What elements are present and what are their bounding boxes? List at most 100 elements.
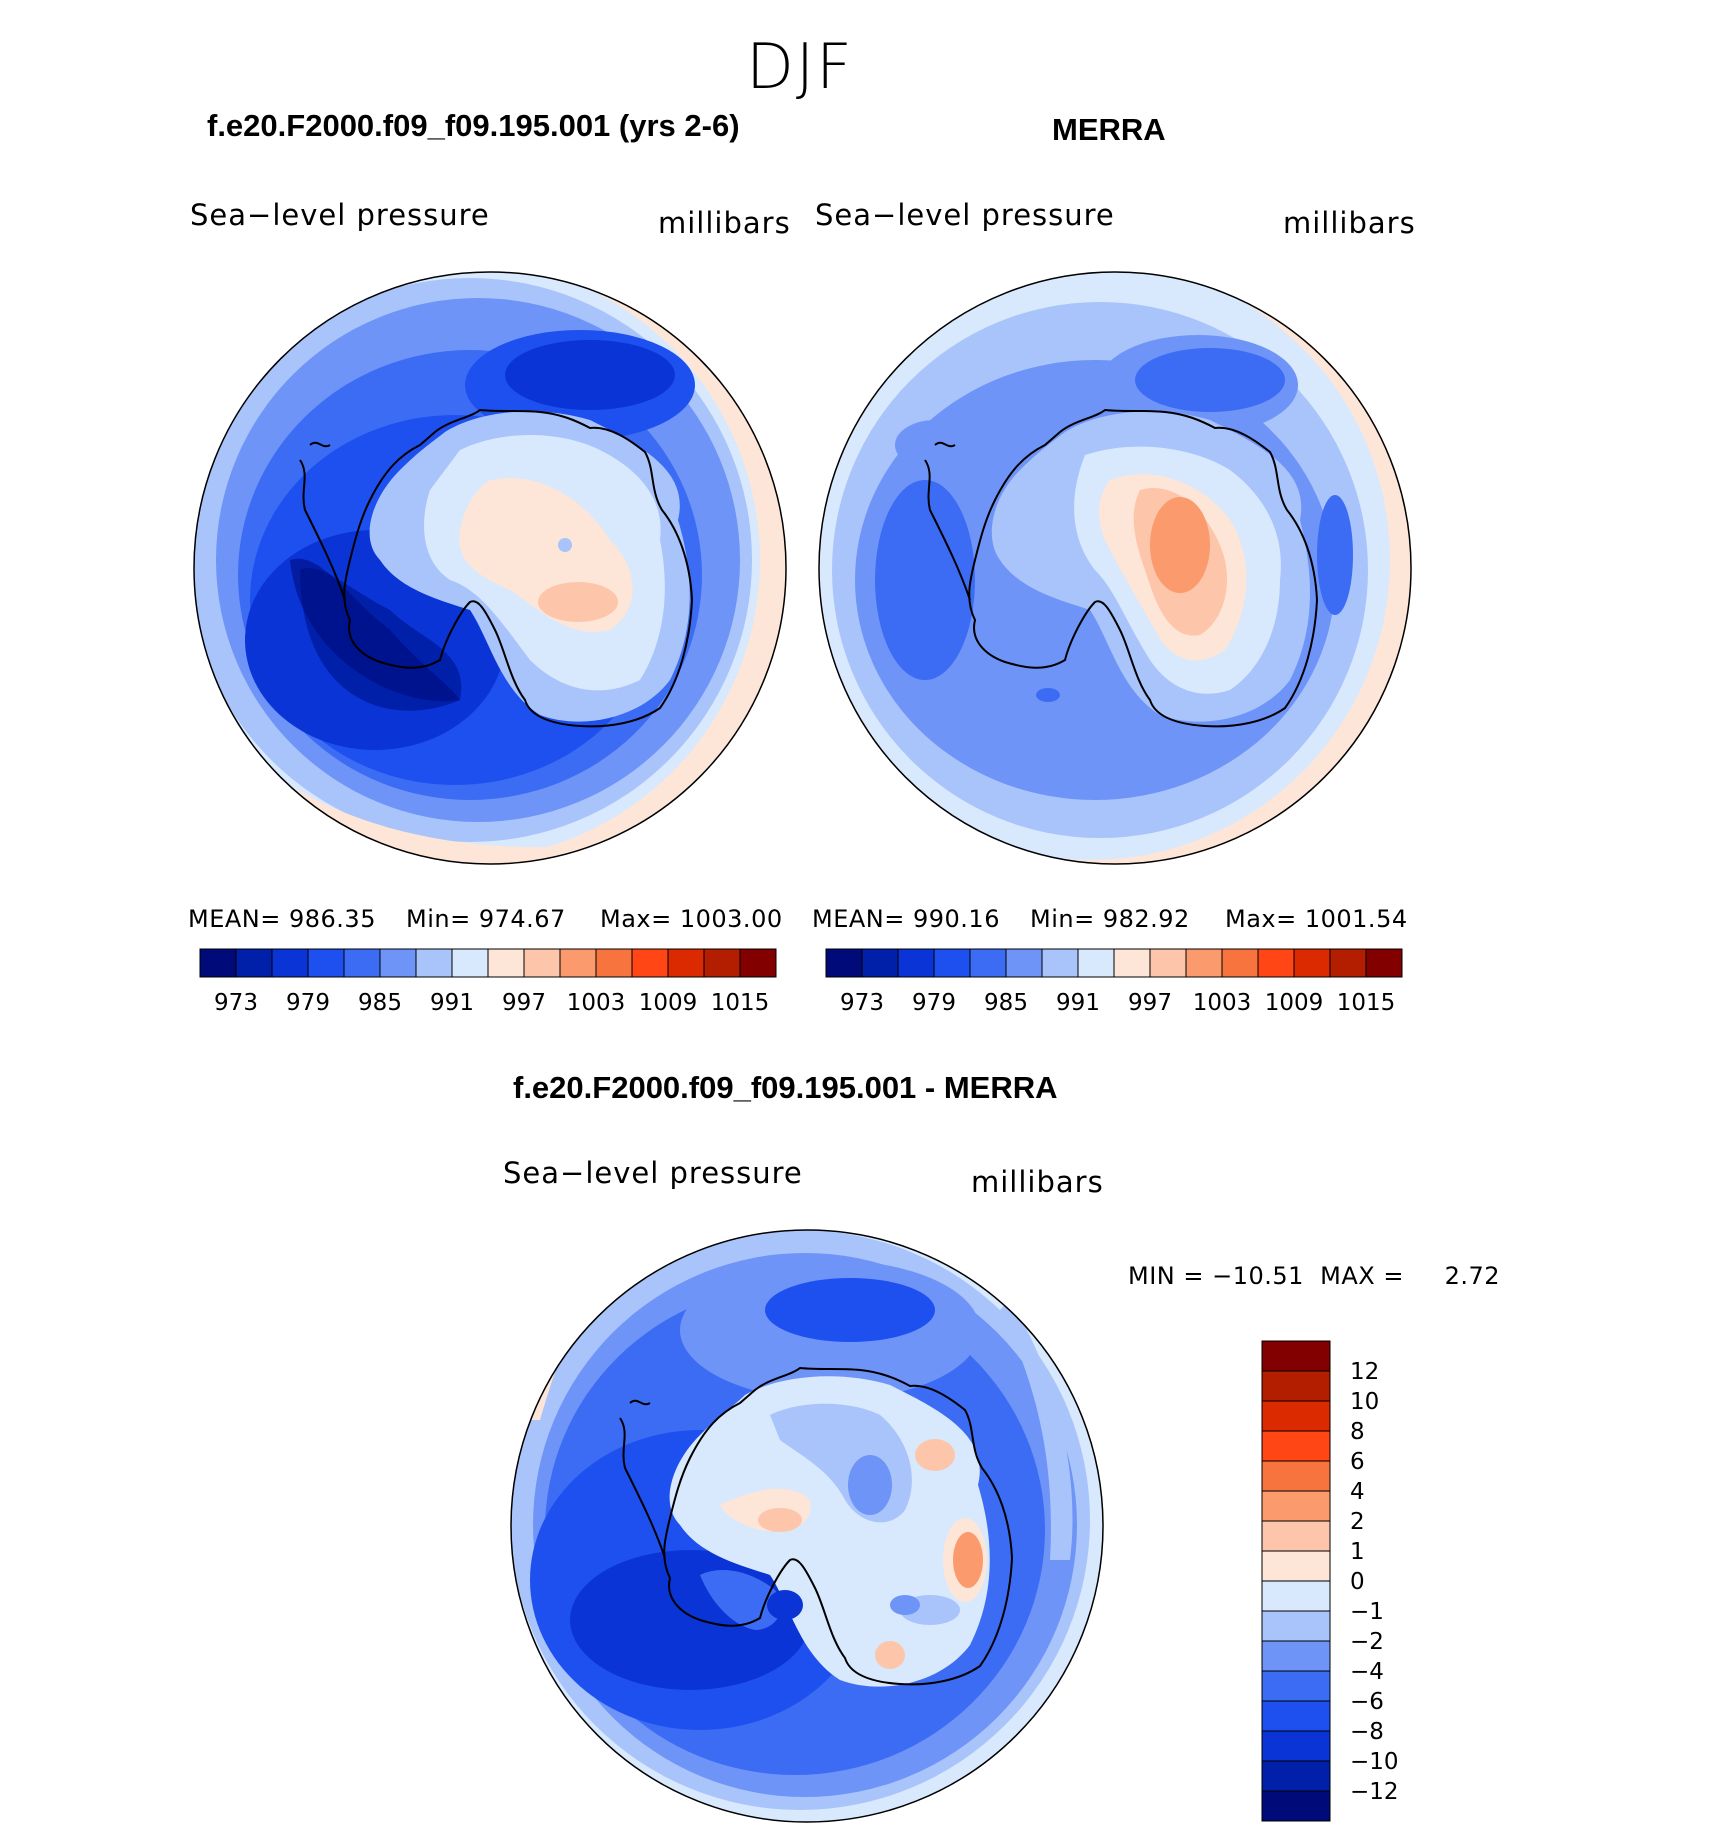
colorbar-swatch xyxy=(1149,948,1187,978)
colorbar-swatch xyxy=(559,948,597,978)
colorbar-model: 973 979 985 991 997 1003 1009 1015 xyxy=(199,948,777,1016)
colorbar-swatch xyxy=(1261,1580,1331,1612)
difference-title: f.e20.F2000.f09_f09.195.001 - MERRA xyxy=(513,1070,1058,1105)
colorbar-swatch xyxy=(415,948,453,978)
colorbar-tick-label: 973 xyxy=(840,990,884,1016)
colorbar-tick-label: 1009 xyxy=(639,990,698,1016)
colorbar-swatch xyxy=(897,948,935,978)
colorbar-tick-label: 991 xyxy=(430,990,474,1016)
panel2-max: Max= 1001.54 xyxy=(1225,905,1408,933)
panel2-title: MERRA xyxy=(1052,112,1166,147)
colorbar-tick-label: 10 xyxy=(1350,1389,1379,1415)
colorbar-swatch xyxy=(933,948,971,978)
colorbar-tick-label: 1 xyxy=(1350,1539,1365,1565)
colorbar-swatch xyxy=(307,948,345,978)
panel1-mean: MEAN= 986.35 xyxy=(188,905,376,933)
panel2-mean: MEAN= 990.16 xyxy=(812,905,1000,933)
colorbar-swatch xyxy=(1257,948,1295,978)
colorbar-swatch xyxy=(1221,948,1259,978)
colorbar-swatch xyxy=(1261,1700,1331,1732)
difference-min-max: MIN = −10.51 MAX = 2.72 xyxy=(1128,1262,1501,1290)
panel1-units-label: millibars xyxy=(658,206,791,240)
colorbar-swatch xyxy=(379,948,417,978)
colorbar-swatch xyxy=(1261,1400,1331,1432)
panel1-min: Min= 974.67 xyxy=(406,905,566,933)
colorbar-tick-label: 973 xyxy=(214,990,258,1016)
colorbar-swatch xyxy=(739,948,777,978)
colorbar-swatch xyxy=(1113,948,1151,978)
colorbar-swatch xyxy=(451,948,489,978)
colorbar-tick-label: 997 xyxy=(502,990,546,1016)
colorbar-tick-label: 2 xyxy=(1350,1509,1365,1535)
colorbar-swatch xyxy=(1261,1760,1331,1792)
difference-units-label: millibars xyxy=(971,1165,1104,1199)
colorbar-swatch xyxy=(1185,948,1223,978)
colorbar-tick-label: 985 xyxy=(984,990,1028,1016)
colorbar-tick-label: 0 xyxy=(1350,1569,1365,1595)
colorbar-swatch xyxy=(1261,1460,1331,1492)
colorbar-swatch xyxy=(1041,948,1079,978)
colorbar-swatch xyxy=(825,948,863,978)
season-title: DJF xyxy=(746,30,854,103)
map-model-slp xyxy=(193,271,787,865)
colorbar-swatch xyxy=(1261,1730,1331,1762)
colorbar-swatch xyxy=(703,948,741,978)
colorbar-swatch xyxy=(1261,1430,1331,1462)
colorbar-swatch xyxy=(487,948,525,978)
colorbar-swatch xyxy=(343,948,381,978)
colorbar-swatch xyxy=(235,948,273,978)
panel2-min: Min= 982.92 xyxy=(1030,905,1190,933)
colorbar-swatch xyxy=(969,948,1007,978)
colorbar-tick-label: −6 xyxy=(1350,1689,1384,1715)
panel2-field-label: Sea−level pressure xyxy=(815,198,1115,232)
map-difference-slp xyxy=(510,1229,1104,1823)
panel2-units-label: millibars xyxy=(1283,206,1416,240)
colorbar-tick-label: 979 xyxy=(912,990,956,1016)
colorbar-swatch xyxy=(1261,1790,1331,1822)
colorbar-tick-label: 1003 xyxy=(1193,990,1252,1016)
colorbar-tick-label: −10 xyxy=(1350,1749,1399,1775)
colorbar-swatch xyxy=(861,948,899,978)
colorbar-swatch xyxy=(595,948,633,978)
colorbar-tick-label: 4 xyxy=(1350,1479,1365,1505)
colorbar-tick-label: −2 xyxy=(1350,1629,1384,1655)
colorbar-swatch xyxy=(1293,948,1331,978)
colorbar-tick-label: −4 xyxy=(1350,1659,1384,1685)
colorbar-tick-label: −1 xyxy=(1350,1599,1384,1625)
colorbar-swatch xyxy=(1261,1670,1331,1702)
colorbar-tick-label: 979 xyxy=(286,990,330,1016)
panel1-field-label: Sea−level pressure xyxy=(190,198,490,232)
colorbar-tick-label: 1009 xyxy=(1265,990,1324,1016)
difference-field-label: Sea−level pressure xyxy=(503,1156,803,1190)
colorbar-swatch xyxy=(631,948,669,978)
colorbar-swatch xyxy=(1261,1640,1331,1672)
colorbar-swatch xyxy=(523,948,561,978)
colorbar-tick-label: 1003 xyxy=(567,990,626,1016)
colorbar-swatch xyxy=(1077,948,1115,978)
colorbar-swatch xyxy=(1261,1550,1331,1582)
colorbar-swatch xyxy=(1261,1370,1331,1402)
colorbar-swatch xyxy=(667,948,705,978)
colorbar-swatch xyxy=(1005,948,1043,978)
colorbar-swatch xyxy=(271,948,309,978)
colorbar-tick-label: 985 xyxy=(358,990,402,1016)
panel1-title: f.e20.F2000.f09_f09.195.001 (yrs 2-6) xyxy=(207,108,740,143)
colorbar-tick-label: 12 xyxy=(1350,1359,1379,1385)
map-merra-slp xyxy=(818,271,1412,865)
colorbar-tick-label: 997 xyxy=(1128,990,1172,1016)
colorbar-swatch xyxy=(1365,948,1403,978)
panel1-max: Max= 1003.00 xyxy=(600,905,783,933)
colorbar-swatch xyxy=(1261,1610,1331,1642)
colorbar-swatch xyxy=(1261,1340,1331,1372)
colorbar-tick-label: 991 xyxy=(1056,990,1100,1016)
colorbar-tick-label: 6 xyxy=(1350,1449,1365,1475)
colorbar-tick-label: 8 xyxy=(1350,1419,1365,1445)
colorbar-swatch xyxy=(1261,1490,1331,1522)
colorbar-swatch xyxy=(1329,948,1367,978)
colorbar-tick-label: −8 xyxy=(1350,1719,1384,1745)
colorbar-tick-label: −12 xyxy=(1350,1779,1399,1805)
colorbar-merra: 973 979 985 991 997 1003 1009 1015 xyxy=(825,948,1403,1016)
colorbar-swatch xyxy=(1261,1520,1331,1552)
